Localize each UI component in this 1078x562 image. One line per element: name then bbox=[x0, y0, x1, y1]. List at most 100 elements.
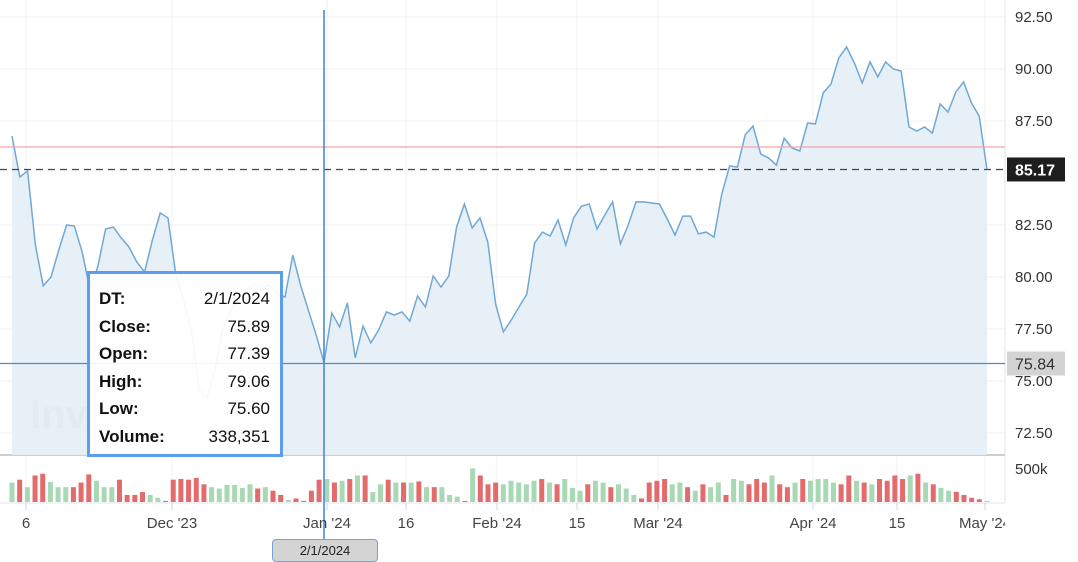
volume-bar bbox=[830, 482, 836, 502]
volume-bar bbox=[101, 487, 107, 502]
y-tick-label: 80.00 bbox=[1015, 269, 1053, 286]
x-tick-label: Mar '24 bbox=[633, 515, 683, 532]
x-tick-label: 15 bbox=[889, 515, 906, 532]
y-tick-label: 72.50 bbox=[1015, 425, 1053, 442]
y-tick-label: 87.50 bbox=[1015, 113, 1053, 130]
volume-bar bbox=[884, 480, 890, 502]
volume-bar bbox=[900, 479, 906, 502]
volume-bar bbox=[592, 480, 598, 502]
volume-bar bbox=[485, 484, 491, 502]
volume-bar bbox=[930, 484, 936, 502]
volume-bar bbox=[155, 497, 161, 502]
volume-bar bbox=[569, 487, 575, 502]
volume-bar bbox=[823, 479, 829, 502]
x-tick-label: Jan '24 bbox=[303, 515, 351, 532]
volume-bar bbox=[938, 487, 944, 502]
volume-bar bbox=[585, 484, 591, 502]
volume-bar bbox=[224, 485, 230, 502]
volume-bar bbox=[178, 479, 184, 502]
x-tick-label: May '24 bbox=[959, 515, 1011, 532]
volume-bar bbox=[255, 488, 261, 502]
volume-bar bbox=[116, 479, 122, 502]
x-tick-label: Dec '23 bbox=[147, 515, 197, 532]
volume-bar bbox=[32, 475, 38, 502]
volume-bars bbox=[9, 468, 990, 502]
volume-tick-label: 500k bbox=[1015, 461, 1048, 478]
volume-bar bbox=[892, 475, 898, 502]
volume-bar bbox=[838, 484, 844, 502]
x-tick-label: Feb '24 bbox=[472, 515, 522, 532]
x-tick-label: Apr '24 bbox=[789, 515, 836, 532]
tooltip-row-close: Close: 75.89 bbox=[99, 316, 270, 336]
volume-bar bbox=[961, 494, 967, 502]
volume-bar bbox=[546, 482, 552, 502]
volume-bar bbox=[746, 484, 752, 502]
volume-bar bbox=[163, 500, 169, 502]
tooltip-row-open: Open: 77.39 bbox=[99, 344, 270, 363]
crosshair-date-label: 2/1/2024 bbox=[272, 539, 378, 562]
volume-bar bbox=[784, 487, 790, 502]
volume-bar bbox=[639, 498, 645, 502]
volume-bar bbox=[700, 484, 706, 502]
volume-bar bbox=[470, 468, 476, 502]
volume-bar bbox=[946, 490, 952, 502]
volume-bar bbox=[539, 479, 545, 502]
volume-bar bbox=[239, 487, 245, 502]
y-tick-label: 92.50 bbox=[1015, 9, 1053, 26]
volume-bar bbox=[554, 484, 560, 502]
volume-bar bbox=[523, 484, 529, 502]
volume-bar bbox=[316, 479, 322, 502]
volume-bar bbox=[339, 480, 345, 502]
volume-bar bbox=[447, 494, 453, 502]
volume-bar bbox=[278, 494, 284, 502]
volume-bar bbox=[777, 484, 783, 502]
volume-bar bbox=[869, 484, 875, 502]
volume-bar bbox=[493, 482, 499, 502]
volume-bar bbox=[600, 482, 606, 502]
price-labels: 85.17 75.84 bbox=[1007, 157, 1065, 376]
volume-bar bbox=[378, 484, 384, 502]
volume-bar bbox=[86, 474, 92, 502]
volume-bar bbox=[24, 487, 30, 502]
volume-bar bbox=[915, 473, 921, 502]
volume-bar bbox=[792, 482, 798, 502]
x-tick-label: 16 bbox=[398, 515, 415, 532]
volume-bar bbox=[907, 475, 913, 502]
tooltip-row-high: High: 79.06 bbox=[99, 371, 270, 391]
volume-bar bbox=[193, 477, 199, 502]
volume-bar bbox=[708, 487, 714, 502]
volume-bar bbox=[608, 487, 614, 502]
volume-bar bbox=[93, 480, 99, 502]
volume-bar bbox=[408, 482, 414, 502]
volume-bar bbox=[416, 481, 422, 502]
volume-bar bbox=[723, 494, 729, 502]
volume-bar bbox=[324, 479, 330, 502]
tooltip-row-volume: Volume: 338,351 bbox=[99, 426, 270, 446]
volume-bar bbox=[147, 494, 153, 502]
y-axis: 92.50 90.00 87.50 82.50 80.00 77.50 75.00 72.50… bbox=[1015, 9, 1053, 478]
volume-bar bbox=[984, 500, 990, 502]
volume-bar bbox=[976, 499, 982, 502]
volume-bar bbox=[78, 482, 84, 502]
volume-bar bbox=[140, 492, 146, 502]
volume-bar bbox=[477, 475, 483, 502]
volume-bar bbox=[347, 479, 353, 502]
volume-bar bbox=[692, 490, 698, 502]
volume-bar bbox=[738, 480, 744, 502]
volume-bar bbox=[677, 482, 683, 502]
volume-bar bbox=[308, 490, 314, 502]
data-tooltip: DT: 2/1/2024 Close: 75.89 Open: 77.39 High:… bbox=[87, 271, 283, 457]
volume-bar bbox=[270, 490, 276, 502]
volume-bar bbox=[769, 475, 775, 502]
volume-bar bbox=[953, 491, 959, 502]
volume-bar bbox=[393, 482, 399, 502]
volume-bar bbox=[654, 480, 660, 502]
volume-bar bbox=[877, 479, 883, 502]
volume-bar bbox=[55, 487, 61, 502]
volume-bar bbox=[969, 497, 975, 502]
volume-bar bbox=[761, 482, 767, 502]
volume-bar bbox=[846, 475, 852, 502]
volume-bar bbox=[70, 487, 76, 502]
volume-bar bbox=[923, 482, 929, 502]
volume-bar bbox=[646, 482, 652, 502]
